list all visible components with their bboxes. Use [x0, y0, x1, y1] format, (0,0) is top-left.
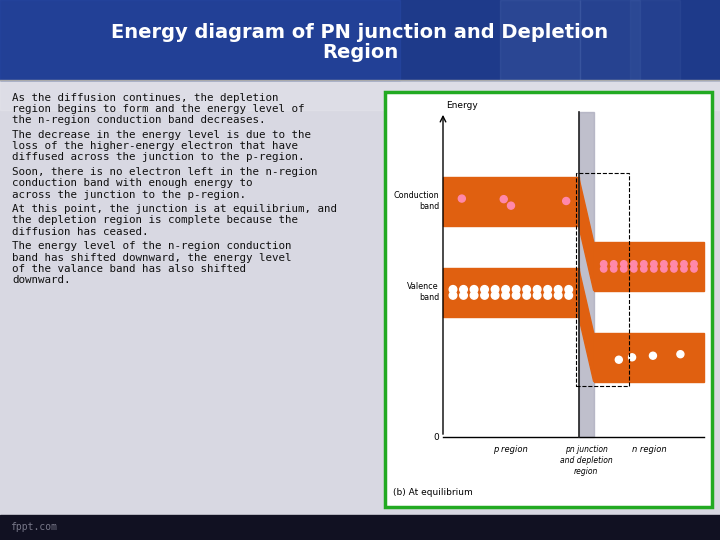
Text: conduction band with enough energy to: conduction band with enough energy to: [12, 178, 253, 188]
Circle shape: [621, 261, 627, 267]
Text: The energy level of the n-region conduction: The energy level of the n-region conduct…: [12, 241, 292, 252]
Circle shape: [631, 261, 637, 267]
Bar: [594, 242, 704, 291]
Text: loss of the higher-energy electron that have: loss of the higher-energy electron that …: [12, 141, 298, 151]
Circle shape: [621, 266, 627, 272]
Text: band has shifted downward, the energy level: band has shifted downward, the energy le…: [12, 253, 292, 262]
Circle shape: [681, 266, 687, 272]
Bar: [0, 80, 720, 110]
Circle shape: [470, 292, 478, 299]
Circle shape: [651, 266, 657, 272]
Circle shape: [523, 286, 531, 293]
Text: diffused across the junction to the p-region.: diffused across the junction to the p-re…: [12, 152, 305, 163]
Circle shape: [651, 261, 657, 267]
Circle shape: [565, 292, 572, 299]
Bar: [579, 112, 594, 437]
Circle shape: [554, 292, 562, 299]
Circle shape: [513, 292, 520, 299]
Bar: [443, 268, 579, 317]
Text: diffusion has ceased.: diffusion has ceased.: [12, 227, 148, 237]
Circle shape: [661, 261, 667, 267]
Circle shape: [671, 266, 677, 272]
Text: Energy diagram of PN junction and Depletion: Energy diagram of PN junction and Deplet…: [112, 23, 608, 42]
Circle shape: [459, 195, 465, 202]
Circle shape: [534, 292, 541, 299]
Circle shape: [554, 286, 562, 293]
Text: pn junction
and depletion
region: pn junction and depletion region: [560, 445, 613, 476]
Circle shape: [481, 292, 488, 299]
Circle shape: [523, 292, 531, 299]
Circle shape: [502, 286, 510, 293]
Circle shape: [641, 266, 647, 272]
Circle shape: [470, 286, 478, 293]
Polygon shape: [579, 268, 594, 382]
Bar: [500, 0, 580, 80]
Text: the n-region conduction band decreases.: the n-region conduction band decreases.: [12, 116, 266, 125]
Circle shape: [565, 286, 572, 293]
Circle shape: [562, 198, 570, 205]
Bar: [594, 333, 704, 382]
Text: across the junction to the p-region.: across the junction to the p-region.: [12, 190, 246, 200]
Circle shape: [600, 266, 607, 272]
Circle shape: [513, 286, 520, 293]
Circle shape: [481, 286, 488, 293]
Circle shape: [600, 261, 607, 267]
Circle shape: [629, 354, 636, 361]
Bar: [0, 0, 720, 80]
Bar: [0, 515, 720, 540]
Text: fppt.com: fppt.com: [10, 523, 57, 532]
Text: Soon, there is no electron left in the n-region: Soon, there is no electron left in the n…: [12, 167, 318, 177]
Text: Energy: Energy: [446, 101, 478, 110]
Text: Valence
band: Valence band: [408, 282, 439, 302]
Text: p region: p region: [493, 445, 528, 454]
Circle shape: [544, 292, 552, 299]
Circle shape: [661, 266, 667, 272]
Circle shape: [449, 286, 456, 293]
Polygon shape: [579, 177, 594, 291]
Circle shape: [491, 286, 499, 293]
Bar: [630, 0, 680, 80]
Circle shape: [502, 292, 510, 299]
Text: Conduction
band: Conduction band: [393, 191, 439, 212]
Text: 0: 0: [433, 433, 439, 442]
Text: (b) At equilibrium: (b) At equilibrium: [393, 488, 473, 497]
Bar: [576, 173, 629, 386]
Circle shape: [491, 292, 499, 299]
Text: the depletion region is complete because the: the depletion region is complete because…: [12, 215, 298, 226]
Text: region begins to form and the energy level of: region begins to form and the energy lev…: [12, 104, 305, 114]
Circle shape: [690, 266, 697, 272]
Text: of the valance band has also shifted: of the valance band has also shifted: [12, 264, 246, 274]
Circle shape: [631, 266, 637, 272]
Circle shape: [500, 195, 507, 202]
Circle shape: [677, 350, 684, 357]
Circle shape: [459, 286, 467, 293]
Circle shape: [690, 261, 697, 267]
Circle shape: [611, 266, 617, 272]
Text: As the diffusion continues, the depletion: As the diffusion continues, the depletio…: [12, 93, 279, 103]
Text: The decrease in the energy level is due to the: The decrease in the energy level is due …: [12, 130, 311, 140]
Bar: [443, 177, 579, 226]
Circle shape: [616, 356, 622, 363]
Circle shape: [534, 286, 541, 293]
Bar: [385, 92, 712, 507]
Circle shape: [681, 261, 687, 267]
Text: n region: n region: [631, 445, 666, 454]
Circle shape: [544, 286, 552, 293]
Circle shape: [649, 352, 657, 359]
Bar: [0, 0, 400, 80]
Circle shape: [671, 261, 677, 267]
Bar: [0, 80, 720, 515]
Text: Region: Region: [322, 43, 398, 62]
Circle shape: [611, 261, 617, 267]
Circle shape: [641, 261, 647, 267]
Circle shape: [508, 202, 515, 209]
Circle shape: [459, 292, 467, 299]
Bar: [580, 0, 640, 80]
Circle shape: [449, 292, 456, 299]
Text: downward.: downward.: [12, 275, 71, 285]
Text: At this point, the junction is at equilibrium, and: At this point, the junction is at equili…: [12, 204, 337, 214]
